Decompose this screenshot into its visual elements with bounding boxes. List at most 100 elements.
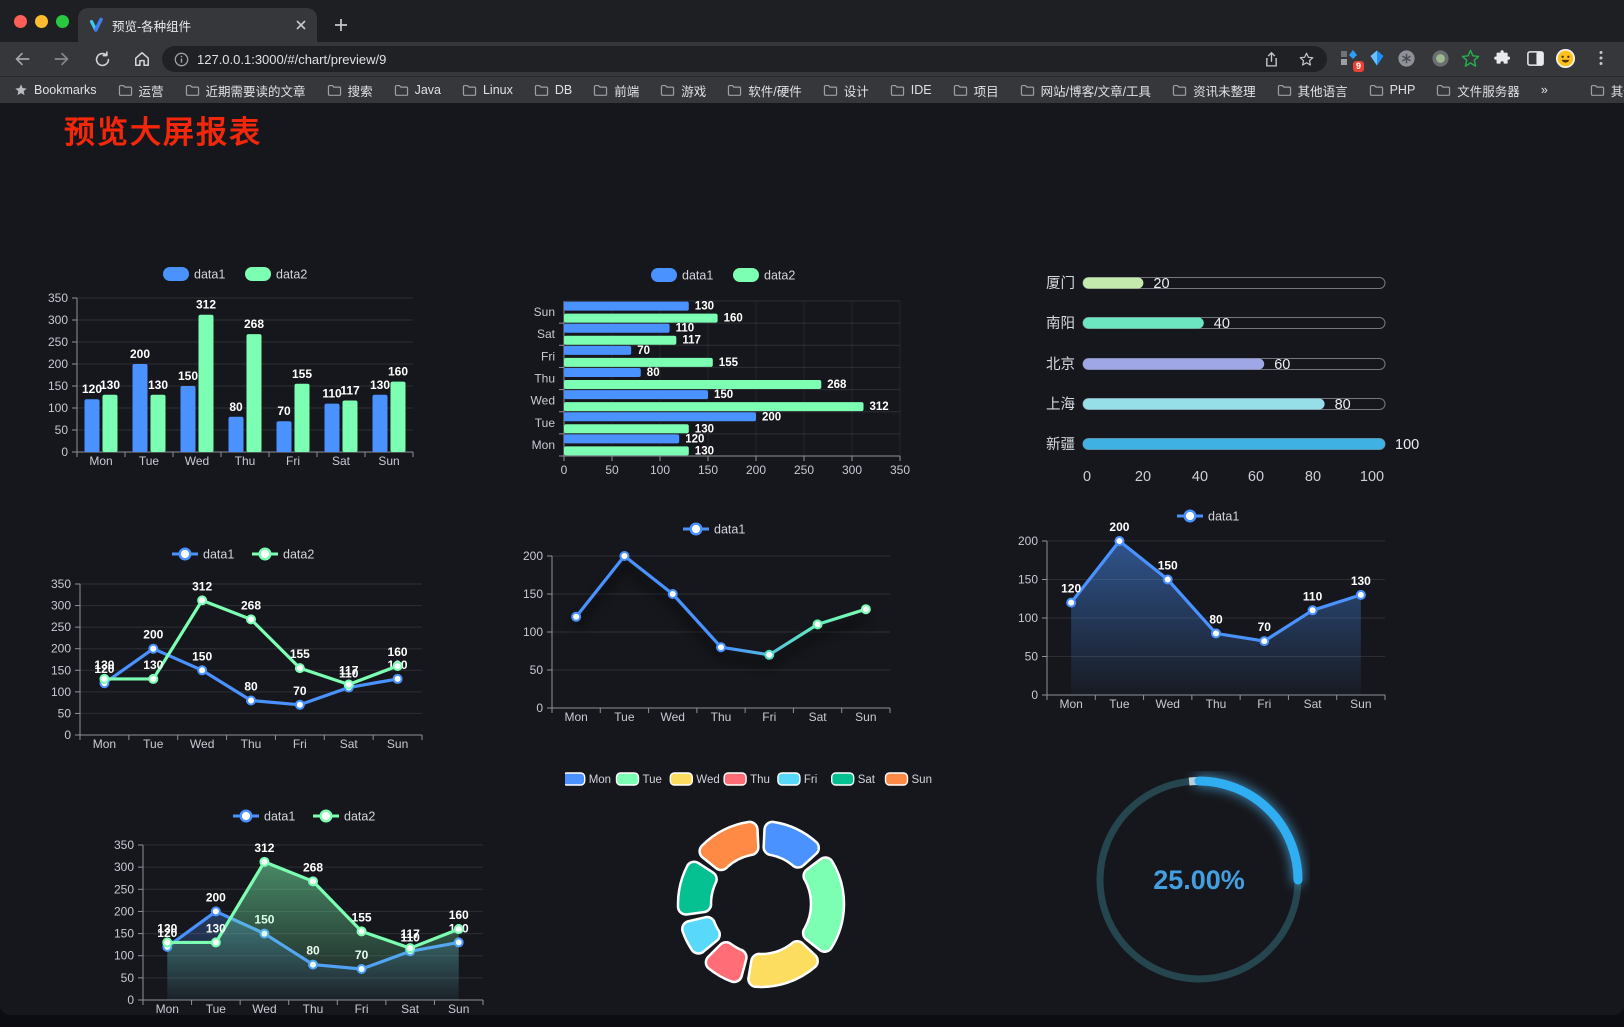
legend-item[interactable]: Mon (565, 772, 611, 786)
bookmark-item[interactable]: 前端 (593, 81, 639, 100)
data-point[interactable] (405, 943, 416, 954)
profile-avatar[interactable] (1554, 47, 1576, 69)
pie-slice[interactable] (704, 940, 748, 984)
extension-green-dot-icon[interactable] (1429, 47, 1451, 69)
forward-button[interactable] (50, 47, 74, 71)
url-bar[interactable]: 127.0.0.1:3000/#/chart/preview/9 (162, 46, 1327, 72)
data-point[interactable] (812, 619, 823, 630)
bar[interactable] (132, 364, 148, 452)
data-point[interactable] (1162, 574, 1173, 585)
pie-slice[interactable] (681, 915, 721, 955)
bookmark-item[interactable]: 近期需要读的文章 (185, 81, 306, 100)
extensions-menu-button[interactable] (1491, 47, 1513, 69)
bookmark-item[interactable]: » (1541, 83, 1548, 97)
legend-item[interactable]: Sun (884, 772, 932, 786)
extension-proxy-icon[interactable]: 9 (1338, 47, 1364, 72)
bookmark-item[interactable]: 文件服务器 (1436, 81, 1520, 100)
progress-row[interactable]: 南阳 40 (1046, 315, 1386, 332)
share-icon[interactable] (1263, 51, 1280, 68)
bookmark-item[interactable]: 设计 (823, 81, 869, 100)
bar[interactable] (564, 345, 632, 355)
bar[interactable] (84, 399, 100, 452)
data-point[interactable] (453, 924, 464, 935)
data-point[interactable] (764, 649, 775, 660)
legend-item[interactable]: data1 (1177, 509, 1239, 524)
data-point[interactable] (619, 551, 630, 561)
data-point[interactable] (860, 604, 871, 615)
bar[interactable] (390, 381, 406, 452)
data-point[interactable] (1355, 589, 1366, 600)
legend-item[interactable]: data2 (313, 809, 375, 824)
data-point[interactable] (197, 595, 208, 606)
chart-horizontal-bar[interactable]: data1 data2 0 50 100 150 200 250 300 350 Mon Tue Wed… (510, 255, 910, 480)
progress-row[interactable]: 厦门 20 (1046, 275, 1386, 292)
legend-item[interactable]: data1 (163, 267, 225, 282)
data-point[interactable] (197, 665, 208, 676)
bookmark-item[interactable]: 网站/博客/文章/工具 (1020, 81, 1151, 100)
legend-item[interactable]: Tue (615, 772, 662, 786)
bookmark-item[interactable]: 游戏 (660, 81, 706, 100)
data-point[interactable] (99, 673, 110, 684)
legend-item[interactable]: data2 (733, 268, 795, 283)
data-point[interactable] (294, 699, 305, 710)
bar[interactable] (564, 301, 689, 311)
url-text[interactable]: 127.0.0.1:3000/#/chart/preview/9 (197, 51, 387, 67)
bar[interactable] (276, 421, 292, 452)
browser-tab[interactable]: 预览-各种组件 (78, 8, 317, 42)
data-point[interactable] (356, 926, 367, 937)
chart-donut[interactable]: Mon Tue Wed Thu Fri Sat Sun (565, 763, 955, 1003)
legend-item[interactable]: data2 (245, 267, 307, 282)
data-point[interactable] (246, 614, 256, 625)
bookmark-item[interactable]: 运营 (118, 81, 164, 100)
bar[interactable] (372, 394, 388, 452)
legend-item[interactable]: data1 (651, 268, 713, 283)
extension-gray-circle-icon[interactable] (1395, 47, 1417, 69)
bookmark-item[interactable]: IDE (890, 83, 932, 97)
extension-kite-icon[interactable] (1366, 47, 1388, 69)
data-point[interactable] (294, 663, 305, 674)
data-point[interactable] (1307, 605, 1318, 616)
bookmark-item[interactable]: 其他语言 (1277, 81, 1348, 100)
bar[interactable] (228, 416, 244, 452)
chart-area-dual[interactable]: data1 data2 0 50 100 150 200 250 300 350 Mon Tue Wed… (105, 803, 500, 1027)
back-button[interactable] (10, 47, 34, 71)
data-point[interactable] (392, 660, 403, 671)
new-tab-button[interactable] (328, 12, 354, 38)
bookmark-item[interactable]: Java (394, 83, 441, 97)
bar[interactable] (294, 383, 310, 452)
bookmark-item[interactable]: PHP (1369, 83, 1415, 97)
extension-green-star-icon[interactable] (1459, 47, 1481, 69)
pie-slice[interactable] (698, 820, 760, 872)
chart-area-single[interactable]: data1 0 50 100 150 200 Mon Tue Wed Thu Fri Sat Sun 12… (1000, 503, 1395, 718)
bar[interactable] (564, 335, 677, 345)
bookmark-item[interactable]: DB (534, 83, 572, 97)
pie-slice[interactable] (801, 856, 846, 953)
chart-line-dual[interactable]: data1 data2 0 50 100 150 200 250 300 350 Mon Tue Wed… (42, 541, 437, 756)
bar[interactable] (150, 394, 166, 452)
legend-item[interactable]: data1 (683, 522, 745, 537)
progress-row[interactable]: 上海 80 (1046, 396, 1386, 413)
data-point[interactable] (148, 643, 159, 654)
reload-button[interactable] (90, 47, 114, 71)
chart-grouped-bar[interactable]: data1 data2 0 50 100 150 200 250 300 350 Mon Tue Wed… (42, 255, 437, 475)
bookmark-item[interactable]: 资讯未整理 (1172, 81, 1256, 100)
bar[interactable] (564, 313, 718, 323)
bar[interactable] (564, 412, 756, 422)
progress-row[interactable]: 北京 60 (1046, 356, 1386, 373)
bar[interactable] (102, 394, 118, 452)
close-window-button[interactable] (14, 15, 27, 28)
home-button[interactable] (130, 47, 154, 71)
pie-slice[interactable] (747, 939, 819, 989)
chart-gauge[interactable]: 25.00% (1090, 771, 1310, 991)
data-point[interactable] (343, 679, 354, 690)
data-point[interactable] (210, 906, 221, 917)
bar[interactable] (564, 357, 713, 367)
bar[interactable] (246, 334, 262, 452)
data-point[interactable] (1114, 536, 1125, 546)
browser-menu-button[interactable] (1590, 47, 1612, 69)
data-point[interactable] (1211, 628, 1221, 639)
bar[interactable] (564, 446, 689, 456)
bar[interactable] (324, 403, 340, 452)
data-point[interactable] (392, 673, 403, 684)
chart-line-gradient[interactable]: data1 0 50 100 150 200 Mon Tue Wed Thu Fri Sat Sun (510, 516, 905, 731)
